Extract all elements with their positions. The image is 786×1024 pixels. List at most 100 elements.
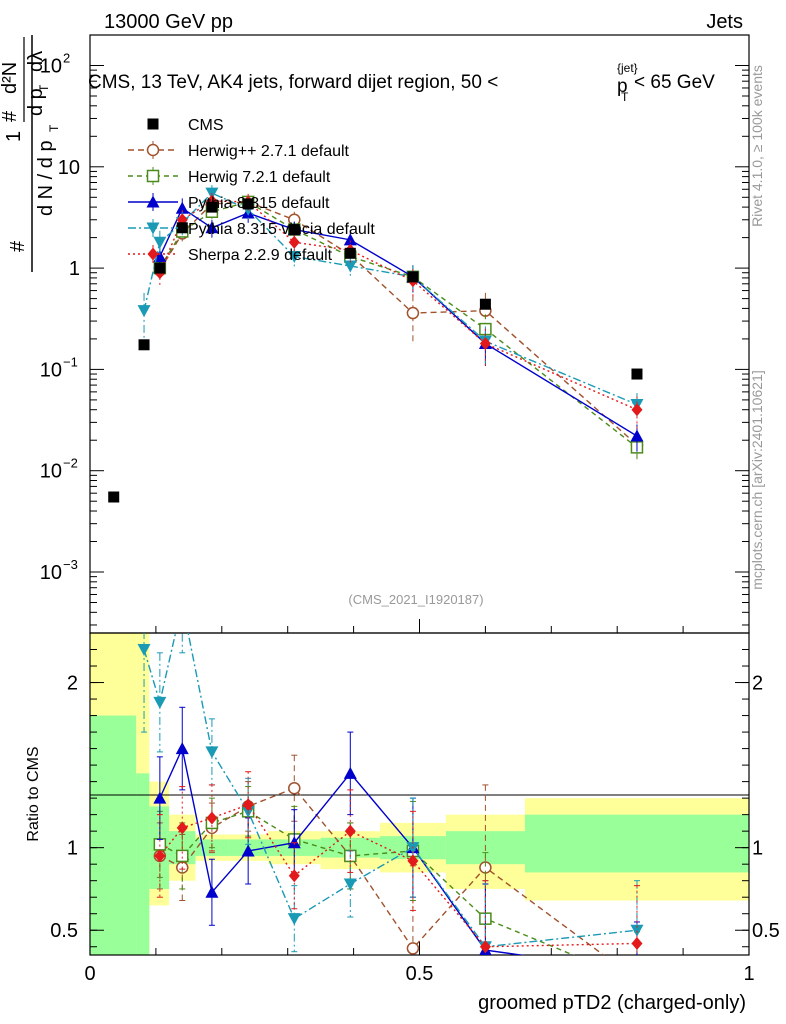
ylabel-one: 1 [3,131,25,142]
legend-label-1: Herwig++ 2.7.1 default [188,143,350,160]
series-marker-ratio-4 [479,940,491,954]
series-marker-ratio-3 [153,696,167,709]
y-tick-label-ratio-right-0: 0.5 [752,920,780,942]
series-line-main-1 [159,201,638,448]
y-tick-label-ratio-right-1: 1 [752,838,763,860]
legend-label-0: CMS [188,117,224,134]
header-jets-label: Jets [706,11,743,33]
legend-label-4: Pythia 8.315 vincia default [188,221,375,238]
data-point-6 [288,224,300,236]
y-axis-label: # 1 d N / d p T # d²N d p T dλ [0,35,61,272]
series-marker-main-4 [631,403,643,417]
header-collision-label: 13000 GeV pp [104,11,233,33]
series-marker-ratio-4 [206,811,218,825]
data-point-8 [407,271,419,283]
series-line-ratio-1 [159,810,575,955]
ylabel-hash: # [7,240,29,252]
series-marker-ratio-2 [205,885,219,898]
x-tick-label-1: 0.5 [406,963,434,985]
band-stat-1 [136,773,150,955]
band-stat-0 [90,715,137,955]
title-jet: {jet} [617,61,638,75]
y-tick-label-main-3: 1 [69,258,80,280]
series-marker-main-2 [205,221,219,234]
axis-ticks [89,34,750,955]
data-point-5 [242,198,254,210]
y-tick-label-main-base-1: 10 [40,461,62,483]
y-tick-label-main-exp-0: −3 [63,557,78,572]
series-marker-ratio-3 [176,598,189,610]
legend-marker-2 [146,169,160,183]
data-point-3 [176,222,188,234]
data-point-9 [479,298,491,310]
ylabel-T: T [47,124,61,132]
series-marker-ratio-4 [631,936,643,950]
series-marker-ratio-2 [241,844,255,857]
series-marker-ratio-1 [631,976,642,987]
data-point-1 [138,339,150,351]
legend-label-5: Sherpa 2.2.9 default [188,247,333,264]
x-tick-label-2: 1 [743,963,754,985]
series-marker-ratio-2 [175,742,189,755]
series-marker-main-2 [630,429,644,442]
ylabel-dN: d N / d p [35,140,57,216]
series-marker-main-3 [287,251,301,264]
series-marker-main-2 [175,201,189,214]
series-marker-ratio-0 [631,974,642,985]
series-marker-main-3 [137,305,151,318]
mcplots-citation-label: mcplots.cern.ch [arXiv:2401.10621] [749,370,765,589]
y-tick-label-main-4: 10 [58,157,80,179]
ylabel-hash2: # [0,110,21,122]
series-marker-ratio-4 [407,854,419,868]
series-marker-ratio-2 [630,965,643,977]
data-point-0 [108,491,120,503]
legend-marker-3 [146,195,160,208]
data-point-7 [344,247,356,259]
series-marker-ratio-2 [153,791,167,804]
y-tick-label-main-exp-5: 2 [63,50,70,65]
title-p: p [617,76,628,97]
y-tick-label-ratio-right-2: 2 [752,673,763,695]
ratio-uncertainty-bands [90,633,749,955]
series-line-ratio-3 [143,633,638,948]
series-marker-ratio-1 [176,849,189,863]
y-tick-label-main-base-0: 10 [40,562,62,584]
series-line-ratio-0 [159,787,605,955]
ylabel-dlambda: dλ [25,51,47,72]
series-marker-main-4 [479,337,491,351]
y-tick-label-ratio-1: 1 [67,838,78,860]
title-after: < 65 GeV [634,72,715,93]
series-marker-main-4 [288,235,300,249]
data-point-2 [154,262,166,274]
series-marker-ratio-0 [288,781,301,795]
band-stat-10 [524,814,749,873]
series-line-main-2 [159,207,638,437]
series-marker-main-3 [343,260,357,273]
legend-label-2: Herwig 7.2.1 default [188,169,331,186]
series-marker-ratio-3 [205,746,219,759]
series-marker-ratio-3 [287,913,301,926]
ylabel-d2N: d²N [0,62,21,94]
chart-title: CMS, 13 TeV, AK4 jets, forward dijet reg… [88,61,715,104]
title-main: CMS, 13 TeV, AK4 jets, forward dijet reg… [88,72,498,93]
analysis-id-label: (CMS_2021_I1920187) [348,592,483,607]
data-points [108,198,643,503]
series-ratio-3 [137,598,644,955]
legend-marker-0 [147,118,159,130]
ylabel-T2: T [37,84,51,92]
legend-label-3: Pythia 8.315 default [188,195,330,212]
series-marker-ratio-4 [154,849,166,863]
series-marker-ratio-3 [343,878,357,891]
x-axis-label: groomed pTD2 (charged-only) [478,992,746,1014]
legend-marker-4 [146,222,160,235]
ratio-frame [89,632,750,956]
series-marker-ratio-2 [343,766,357,779]
series-marker-main-0 [406,306,420,320]
series-line-main-0 [159,201,638,446]
series-line-main-3 [143,192,638,406]
series-marker-ratio-4 [242,798,254,812]
series-marker-ratio-0 [406,942,420,955]
series-marker-ratio-4 [344,824,356,838]
series-marker-ratio-4 [288,869,300,883]
